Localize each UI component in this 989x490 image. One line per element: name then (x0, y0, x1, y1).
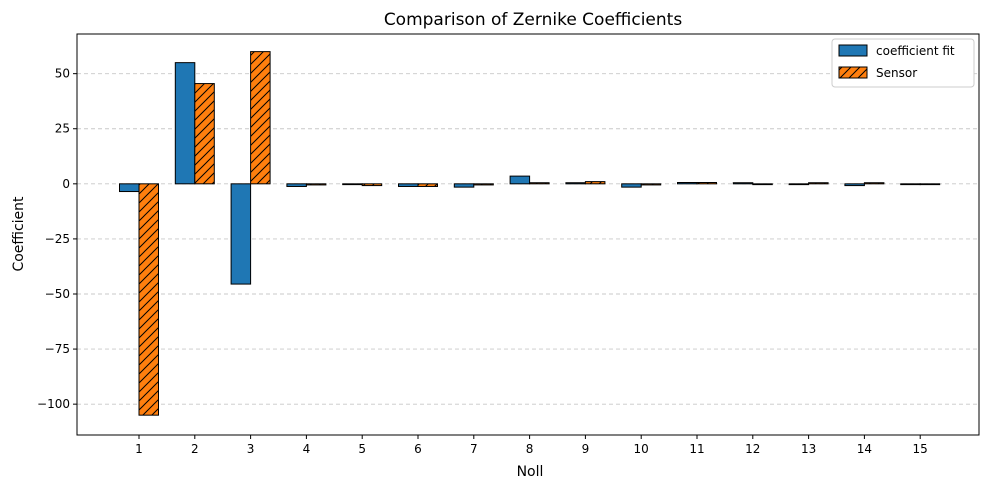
x-tick-label: 8 (526, 442, 534, 456)
bar-sensor-3 (250, 51, 271, 185)
plot-frame (76, 33, 980, 436)
legend-swatch-sensor (838, 66, 868, 79)
x-tick-label: 4 (303, 442, 311, 456)
bar-coefficient-fit-4 (286, 183, 307, 187)
bar-sensor-6 (417, 183, 438, 187)
x-tick-label: 3 (247, 442, 255, 456)
bar-sensor-14 (863, 182, 885, 185)
bar-coefficient-fit-10 (621, 183, 642, 188)
bar-sensor-5 (361, 183, 383, 187)
y-tick-label: −25 (45, 232, 70, 246)
x-tick-label: 7 (470, 442, 478, 456)
bar-sensor-10 (640, 183, 662, 186)
x-tick-label: 15 (913, 442, 928, 456)
x-tick-label: 14 (857, 442, 872, 456)
chart-title: Comparison of Zernike Coefficients (384, 10, 683, 30)
bar-sensor-2 (194, 83, 215, 185)
bar-sensor-8 (529, 182, 550, 185)
bar-coefficient-fit-3 (230, 183, 252, 285)
bar-sensor-15 (919, 183, 941, 186)
x-tick-label: 12 (745, 442, 760, 456)
bar-coefficient-fit-12 (732, 182, 754, 185)
bar-sensor-13 (808, 182, 829, 185)
bar-sensor-12 (752, 183, 773, 186)
bar-sensor-7 (473, 183, 494, 186)
x-tick-label: 10 (634, 442, 649, 456)
bar-sensor-11 (696, 182, 717, 185)
bar-coefficient-fit-9 (565, 182, 586, 185)
bar-coefficient-fit-8 (509, 175, 531, 185)
x-tick-label: 1 (135, 442, 143, 456)
bar-coefficient-fit-6 (398, 183, 419, 187)
legend-label-coefficient-fit: coefficient fit (876, 44, 955, 58)
bar-coefficient-fit-7 (453, 183, 475, 188)
x-tick-label: 2 (191, 442, 199, 456)
bar-sensor-1 (138, 183, 159, 416)
y-tick-label: 50 (55, 67, 70, 81)
bar-coefficient-fit-2 (174, 62, 196, 185)
y-tick-label: −50 (45, 287, 70, 301)
bars (119, 51, 941, 416)
y-tick-label: −75 (45, 342, 70, 356)
bar-sensor-4 (305, 183, 327, 186)
y-axis-label: Coefficient (11, 196, 27, 272)
x-axis-label: Noll (517, 464, 544, 480)
x-tick-label: 9 (582, 442, 590, 456)
bar-coefficient-fit-13 (788, 183, 810, 186)
bar-coefficient-fit-5 (342, 183, 363, 186)
legend: coefficient fit Sensor (831, 38, 975, 88)
x-tick-label: 13 (801, 442, 816, 456)
y-tick-label: 25 (55, 122, 70, 136)
bar-coefficient-fit-11 (677, 182, 698, 185)
legend-swatch-coefficient-fit (838, 44, 868, 57)
x-tick-label: 6 (414, 442, 422, 456)
legend-label-sensor: Sensor (876, 66, 917, 80)
x-tick-label: 5 (358, 442, 366, 456)
bar-coefficient-fit-14 (844, 183, 865, 187)
bar-coefficient-fit-1 (119, 183, 140, 193)
bar-sensor-9 (584, 181, 606, 185)
x-tick-label: 11 (689, 442, 704, 456)
y-tick-label: −100 (37, 397, 70, 411)
y-tick-label: 0 (62, 177, 70, 191)
bar-coefficient-fit-15 (900, 183, 921, 186)
